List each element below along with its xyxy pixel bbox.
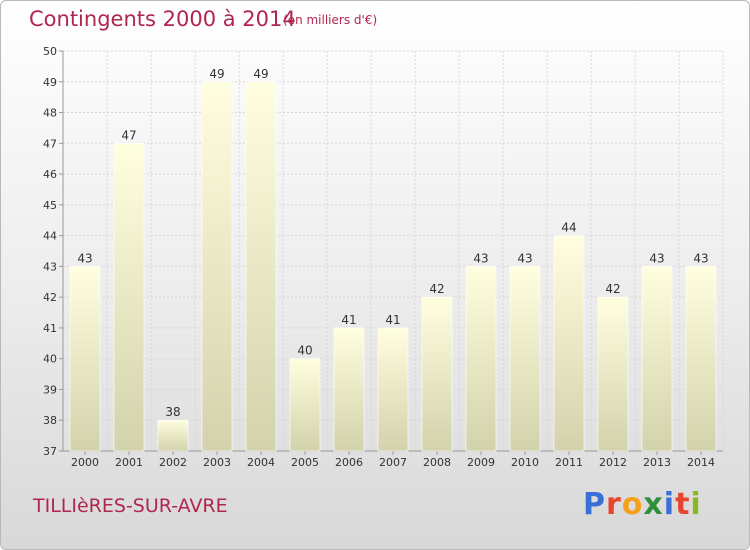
logo-letter: r [606, 487, 622, 522]
bar [465, 266, 497, 452]
data-label: 44 [561, 221, 576, 235]
y-tick-label: 49 [43, 76, 57, 89]
y-tick-label: 38 [43, 414, 57, 427]
x-tick-label: 2005 [291, 456, 319, 469]
bar [641, 266, 673, 452]
y-tick-label: 41 [43, 322, 57, 335]
bar [333, 327, 365, 452]
bar [597, 296, 629, 452]
x-tick-label: 2007 [379, 456, 407, 469]
y-tick-label: 42 [43, 291, 57, 304]
commune-name: TILLIèRES-SUR-AVRE [33, 495, 228, 517]
x-tick-label: 2013 [643, 456, 671, 469]
x-tick-label: 2003 [203, 456, 231, 469]
logo-letter: P [583, 487, 606, 522]
y-tick-label: 37 [43, 445, 57, 458]
x-tick-label: 2002 [159, 456, 187, 469]
bar [69, 266, 101, 452]
logo-letter: x [643, 487, 664, 522]
x-tick-label: 2000 [71, 456, 99, 469]
bar [201, 81, 233, 452]
y-tick-label: 43 [43, 260, 57, 273]
x-tick-label: 2006 [335, 456, 363, 469]
bar [421, 296, 453, 452]
data-label: 38 [165, 405, 180, 419]
chart-subtitle: (en milliers d'€) [283, 13, 378, 27]
y-tick-label: 46 [43, 168, 57, 181]
x-tick-label: 2012 [599, 456, 627, 469]
data-label: 43 [473, 251, 488, 265]
data-label: 41 [341, 313, 356, 327]
data-label: 40 [297, 344, 312, 358]
data-label: 41 [385, 313, 400, 327]
data-label: 43 [649, 251, 664, 265]
y-tick-label: 39 [43, 383, 57, 396]
y-tick-label: 45 [43, 199, 57, 212]
bar [289, 358, 321, 452]
data-label: 43 [693, 251, 708, 265]
chart-title: Contingents 2000 à 2014 [29, 7, 296, 31]
labels: 43 2000 47 2001 38 2002 49 2003 49 2004 40 2005 41 20… [71, 67, 715, 469]
x-tick-label: 2001 [115, 456, 143, 469]
proxiti-logo[interactable]: Proxiti [583, 487, 702, 522]
logo-letter: i [690, 487, 702, 522]
bar [377, 327, 409, 452]
data-label: 47 [121, 128, 136, 142]
data-label: 42 [605, 282, 620, 296]
logo-letter: t [675, 487, 691, 522]
x-tick-label: 2009 [467, 456, 495, 469]
y-tick-label: 40 [43, 353, 57, 366]
data-label: 49 [209, 67, 224, 81]
bar [113, 143, 145, 452]
data-label: 49 [253, 67, 268, 81]
y-tick-label: 48 [43, 107, 57, 120]
data-label: 43 [77, 251, 92, 265]
logo-letter: i [663, 487, 676, 522]
data-label: 42 [429, 282, 444, 296]
y-tick-label: 44 [43, 230, 57, 243]
x-tick-label: 2010 [511, 456, 539, 469]
bar [509, 266, 541, 452]
x-tick-label: 2008 [423, 456, 451, 469]
logo-letter: o [621, 487, 644, 522]
bar [685, 266, 717, 452]
x-tick-label: 2011 [555, 456, 583, 469]
bar [245, 81, 277, 452]
bar [553, 235, 585, 452]
data-label: 43 [517, 251, 532, 265]
bars [69, 81, 717, 452]
y-tick-label: 47 [43, 137, 57, 150]
bar [157, 419, 189, 452]
y-tick-label: 50 [43, 45, 57, 58]
x-tick-label: 2004 [247, 456, 275, 469]
x-tick-label: 2014 [687, 456, 715, 469]
